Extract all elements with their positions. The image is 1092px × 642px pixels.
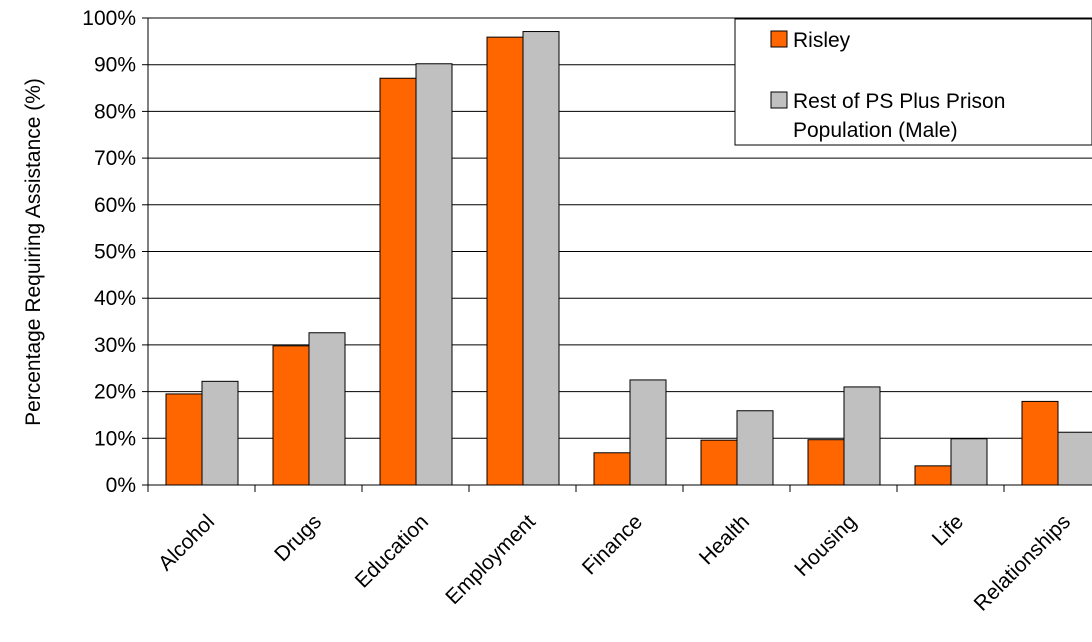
bar-risley-housing <box>807 439 845 486</box>
bar-risley-education <box>379 77 417 486</box>
x-category-label: Alcohol <box>154 510 219 575</box>
bar-rest-of-ps-alcohol <box>201 380 239 486</box>
y-tick-label: 90% <box>94 54 136 77</box>
legend-label-rest-line-1: Rest of PS Plus Prison <box>793 90 1005 113</box>
y-tick-label: 100% <box>82 7 136 30</box>
bar-risley-relationships <box>1021 400 1059 486</box>
legend: Risley Rest of PS Plus Prison Population… <box>734 18 1092 146</box>
y-tick-label: 70% <box>94 147 136 170</box>
y-tick-label: 30% <box>94 334 136 357</box>
bar-risley-alcohol <box>165 393 203 486</box>
x-category-label: Employment <box>441 510 540 609</box>
bar-rest-of-ps-relationships <box>1057 431 1092 486</box>
y-tick-labels: 0% 10% 20% 30% 40% 50% 60% 70% 80% 90% 100% <box>82 7 136 497</box>
bar-risley-employment <box>486 36 524 486</box>
y-tick-label: 50% <box>94 241 136 264</box>
x-category-label: Education <box>351 510 433 592</box>
x-category-label: Life <box>928 510 968 550</box>
x-category-label: Finance <box>578 510 647 579</box>
y-tick-label: 10% <box>94 427 136 450</box>
y-tick-label: 80% <box>94 100 136 123</box>
bar-rest-of-ps-employment <box>522 31 560 486</box>
bar-rest-of-ps-housing <box>843 386 881 486</box>
bar-rest-of-ps-health <box>736 410 774 486</box>
legend-swatch-rest-of-ps <box>770 91 788 109</box>
bar-risley-health <box>700 439 738 486</box>
bar-rest-of-ps-life <box>950 438 988 486</box>
bar-rest-of-ps-finance <box>629 379 667 486</box>
legend-label-risley: Risley <box>793 29 851 52</box>
x-category-label: Health <box>695 510 754 569</box>
y-tick-label: 60% <box>94 194 136 217</box>
y-tick-label: 40% <box>94 287 136 310</box>
legend-label-rest-line-2: Population (Male) <box>793 119 958 142</box>
x-category-labels: Alcohol Drugs Education Employment Finance He… <box>154 510 1075 616</box>
bar-risley-drugs <box>272 345 310 486</box>
y-axis-title: Percentage Requiring Assistance (%) <box>22 78 45 426</box>
y-tick-label: 20% <box>94 381 136 404</box>
bar-risley-life <box>914 465 952 486</box>
x-category-label: Relationships <box>970 510 1075 615</box>
bar-risley-finance <box>593 452 631 486</box>
bar-rest-of-ps-education <box>415 63 453 486</box>
legend-box <box>734 18 1092 146</box>
y-tick-label: 0% <box>106 474 136 497</box>
x-category-label: Drugs <box>270 510 326 566</box>
legend-swatch-risley <box>770 30 788 48</box>
bar-rest-of-ps-drugs <box>308 332 346 486</box>
x-category-label: Housing <box>790 510 861 581</box>
axes <box>142 17 1092 492</box>
